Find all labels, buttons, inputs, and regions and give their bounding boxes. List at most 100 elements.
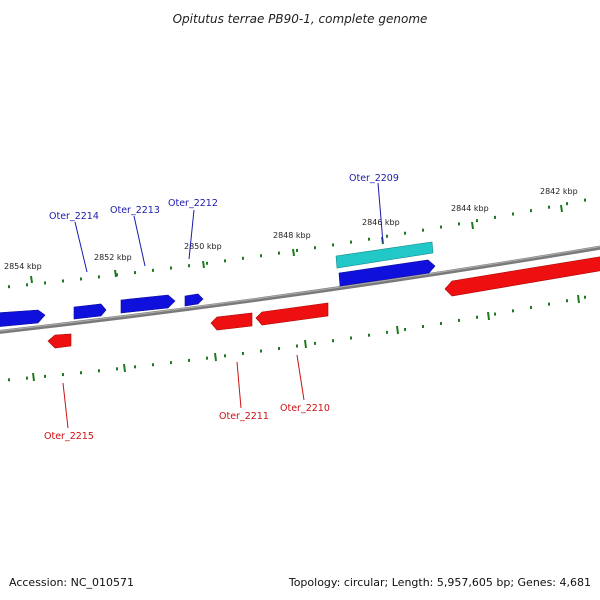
minor-tick	[170, 361, 172, 365]
genome-backbone	[0, 245, 600, 334]
minor-tick	[566, 299, 568, 303]
minor-tick	[170, 266, 172, 270]
gene-label-oter-2213[interactable]: Oter_2213	[110, 205, 160, 216]
lower-major-ticks	[32, 294, 580, 382]
leader-line-oter-2214	[74, 221, 88, 273]
major-tick-2844	[471, 221, 474, 230]
minor-tick	[8, 378, 10, 382]
minor-tick	[404, 327, 406, 331]
lower-major-tick	[577, 294, 580, 304]
gene-label-oter-2211[interactable]: Oter_2211	[219, 411, 269, 422]
minor-tick	[386, 330, 388, 334]
tick-label-2852: 2852 kbp	[94, 253, 132, 262]
minor-tick	[530, 209, 532, 213]
minor-tick	[260, 349, 262, 353]
gene-arrow-oter-2215[interactable]	[47, 333, 72, 349]
minor-tick	[512, 309, 514, 313]
minor-tick	[404, 231, 406, 235]
minor-tick	[98, 275, 100, 279]
minor-tick	[494, 312, 496, 316]
minor-tick	[206, 356, 208, 360]
gene-label-oter-2209[interactable]: Oter_2209	[349, 173, 399, 184]
gene-arrow-oter-2209[interactable]	[338, 259, 436, 287]
gene-label-oter-2210[interactable]: Oter_2210	[280, 403, 330, 414]
leader-line-oter-2212	[188, 209, 195, 260]
genome-summary-text: Topology: circular; Length: 5,957,605 bp…	[288, 576, 591, 589]
minor-tick	[80, 277, 82, 281]
tick-label-2842: 2842 kbp	[540, 187, 578, 196]
tick-label-2848: 2848 kbp	[273, 231, 311, 240]
minor-tick	[314, 341, 316, 345]
minor-tick	[476, 315, 478, 319]
tick-labels: 2854 kbp 2852 kbp 2850 kbp 2848 kbp 2846…	[4, 187, 578, 271]
gene-arrow-oter-2210[interactable]	[255, 302, 329, 326]
minor-tick	[152, 268, 154, 272]
minor-tick	[476, 219, 478, 223]
minor-tick	[44, 374, 46, 378]
minor-tick	[62, 279, 64, 283]
accession-text: Accession: NC_010571	[9, 576, 134, 589]
minor-tick	[188, 358, 190, 362]
minor-tick	[224, 354, 226, 358]
reverse-label-leaders	[62, 354, 305, 429]
gene-label-oter-2214[interactable]: Oter_2214	[49, 211, 99, 222]
leader-line-oter-2209	[377, 182, 384, 244]
minor-tick	[278, 251, 280, 255]
major-tick-2848	[292, 248, 295, 257]
gene-arrow-reverse[interactable]	[444, 256, 600, 297]
gene-arrow-oter-2213[interactable]	[120, 294, 176, 314]
minor-tick	[62, 373, 64, 377]
minor-tick	[566, 202, 568, 206]
leader-line-oter-2211	[236, 361, 242, 409]
minor-tick	[80, 371, 82, 375]
minor-tick	[116, 367, 118, 371]
leader-line-oter-2213	[133, 215, 146, 267]
minor-tick	[224, 259, 226, 263]
major-tick-2850	[202, 260, 205, 269]
minor-tick	[350, 336, 352, 340]
minor-tick	[548, 302, 550, 306]
gene-label-oter-2212[interactable]: Oter_2212	[168, 198, 218, 209]
major-tick-2842	[560, 204, 563, 213]
tick-label-2844: 2844 kbp	[451, 204, 489, 213]
minor-tick	[440, 225, 442, 229]
gene-arrow-forward[interactable]	[0, 309, 46, 327]
gene-arrow-oter-2212[interactable]	[184, 293, 204, 307]
gene-arrow-oter-2209-highlight[interactable]	[335, 241, 434, 269]
minor-tick	[350, 240, 352, 244]
genome-backbone-highlight	[0, 246, 600, 332]
forward-genes	[0, 241, 436, 327]
minor-tick	[332, 243, 334, 247]
gene-arrow-oter-2214[interactable]	[73, 303, 107, 320]
minor-tick	[512, 212, 514, 216]
minor-tick	[8, 285, 10, 289]
minor-tick	[206, 261, 208, 265]
map-title: Opitutus terrae PB90-1, complete genome	[173, 12, 428, 26]
minor-tick	[152, 363, 154, 367]
minor-tick	[548, 205, 550, 209]
gene-label-oter-2215[interactable]: Oter_2215	[44, 431, 94, 442]
lower-major-tick	[214, 352, 217, 362]
reverse-genes	[47, 256, 600, 349]
minor-tick	[422, 228, 424, 232]
gene-arrow-oter-2211[interactable]	[210, 312, 253, 331]
minor-tick	[134, 365, 136, 369]
gene-labels: Oter_2209 Oter_2210 Oter_2211 Oter_2212 …	[44, 173, 399, 442]
minor-tick	[116, 273, 118, 277]
minor-tick	[314, 246, 316, 250]
minor-tick	[422, 324, 424, 328]
minor-tick	[368, 333, 370, 337]
major-ticks	[30, 204, 563, 284]
minor-tick	[242, 256, 244, 260]
major-tick-2854	[30, 275, 33, 284]
minor-tick	[368, 237, 370, 241]
minor-tick	[332, 339, 334, 343]
minor-tick	[188, 264, 190, 268]
tick-label-2850: 2850 kbp	[184, 242, 222, 251]
minor-tick	[584, 295, 586, 299]
minor-tick	[440, 321, 442, 325]
leader-line-oter-2210	[296, 354, 305, 401]
major-tick-2852	[114, 269, 117, 278]
minor-tick	[386, 234, 388, 238]
